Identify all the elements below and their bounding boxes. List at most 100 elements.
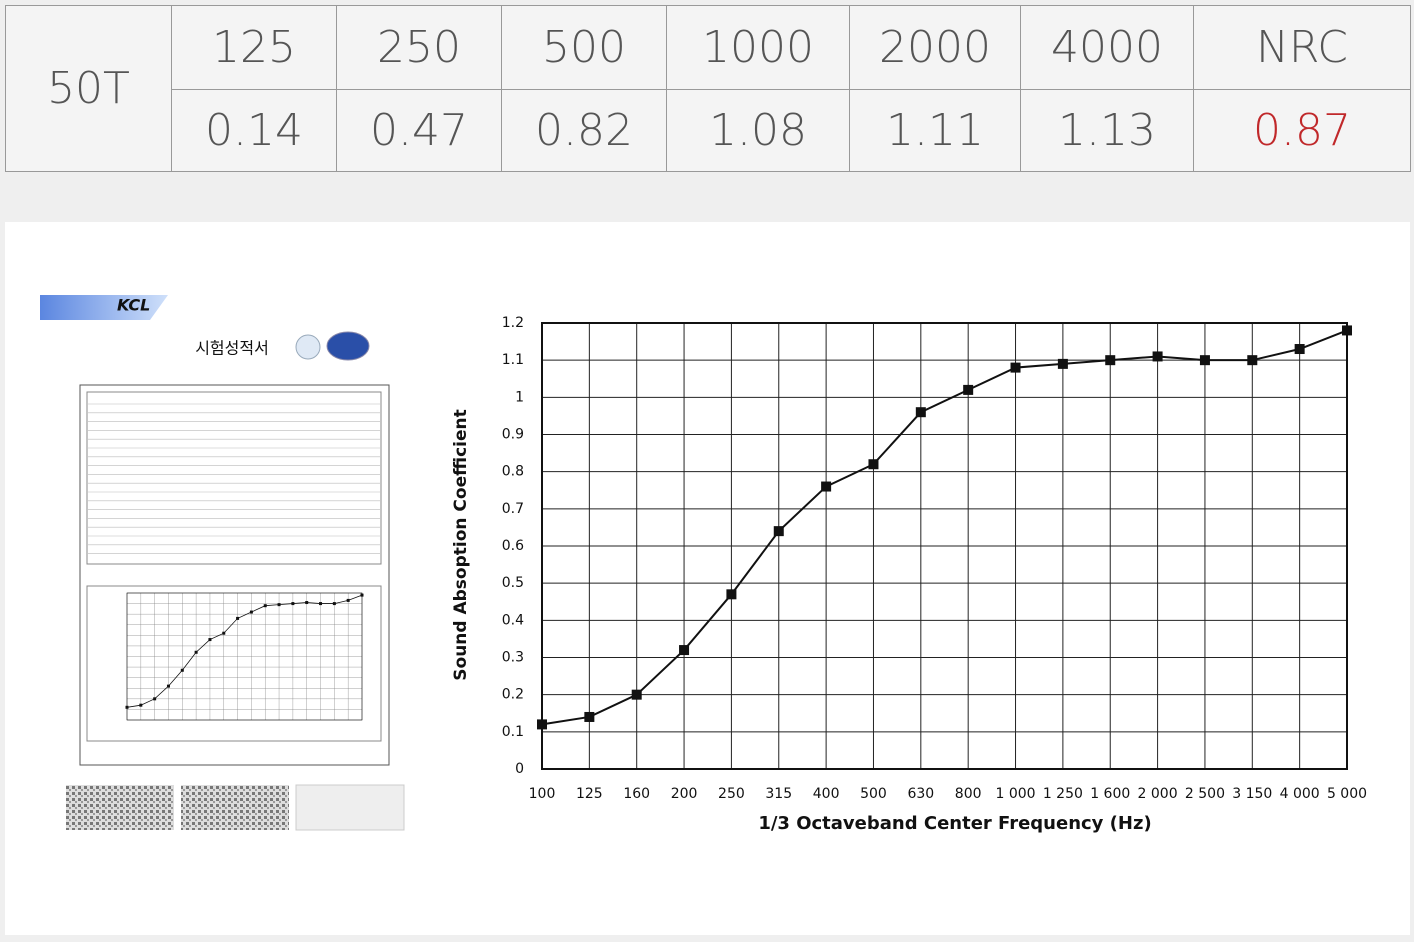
x-tick-label: 2 000 (1138, 786, 1178, 802)
x-tick-label: 2 500 (1185, 786, 1225, 802)
data-point (305, 601, 309, 605)
x-tick-label: 125 (576, 786, 603, 802)
data-point (1294, 344, 1305, 355)
emblem (326, 331, 370, 361)
series-line (126, 594, 363, 708)
data-point (868, 459, 879, 470)
y-axis-label: Sound Absoption Coefficient (451, 409, 471, 680)
data-point (1152, 351, 1163, 362)
data-point (1105, 355, 1116, 366)
x-tick-label: 630 (907, 786, 934, 802)
data-point (263, 604, 267, 608)
frequency-header: 1000 (666, 5, 850, 90)
data-point (726, 589, 737, 600)
frequency-header: 250 (336, 5, 502, 90)
data-point (208, 638, 212, 642)
coefficient-value: 1.11 (849, 89, 1021, 172)
nrc-value: 0.87 (1193, 89, 1411, 172)
x-tick-label: 1 000 (995, 786, 1035, 802)
data-point (1199, 355, 1210, 366)
data-point (915, 407, 926, 418)
data-point (1057, 358, 1068, 369)
data-point (1342, 325, 1352, 336)
x-tick-label: 315 (765, 786, 792, 802)
x-tick-label: 5 000 (1327, 786, 1367, 802)
data-point (1247, 355, 1258, 366)
y-tick-label: 0.9 (502, 427, 524, 443)
spec-table: 50T 125 250 500 1000 2000 4000 NRC 0.14 … (5, 5, 1411, 172)
data-point (773, 526, 784, 537)
frequency-header: 500 (501, 5, 667, 90)
data-point (277, 603, 281, 607)
y-tick-label: 0.4 (502, 612, 524, 628)
coefficient-value: 0.14 (171, 89, 337, 172)
y-tick-label: 0.6 (502, 538, 524, 554)
stamp-image (181, 785, 289, 830)
x-tick-label: 100 (529, 786, 556, 802)
coefficient-value: 0.47 (336, 89, 502, 172)
x-tick-label: 800 (955, 786, 982, 802)
data-point (679, 645, 690, 656)
x-tick-label: 3 150 (1232, 786, 1272, 802)
data-point (180, 668, 184, 672)
data-point (360, 593, 364, 597)
y-tick-label: 0.1 (502, 724, 524, 740)
coefficient-value: 0.82 (501, 89, 667, 172)
document-title: 시험성적서 (195, 339, 269, 358)
series-line (541, 329, 1348, 726)
report-graph-frame (86, 585, 382, 742)
x-tick-label: 1 600 (1090, 786, 1130, 802)
x-tick-label: 1 250 (1043, 786, 1083, 802)
x-tick-label: 200 (671, 786, 698, 802)
data-point (249, 610, 253, 614)
data-point (194, 650, 198, 654)
x-axis-label: 1/3 Octaveband Center Frequency (Hz) (758, 813, 1151, 834)
frequency-header: 2000 (849, 5, 1021, 90)
data-point (584, 711, 595, 722)
data-point (346, 598, 350, 602)
data-point (963, 384, 974, 395)
plot-frame (541, 322, 1348, 770)
logo: KCL (117, 296, 150, 315)
product-label: 50T (5, 5, 172, 172)
data-point (153, 697, 157, 701)
data-point (291, 602, 295, 606)
data-point (1010, 362, 1021, 373)
data-point (166, 684, 170, 688)
report-table (86, 391, 382, 565)
nrc-header: NRC (1193, 5, 1411, 90)
coefficient-value: 1.13 (1020, 89, 1194, 172)
data-point (319, 602, 323, 606)
data-point (125, 705, 129, 709)
x-tick-label: 250 (718, 786, 745, 802)
plot-frame (126, 592, 363, 721)
data-point (631, 689, 642, 700)
data-point (821, 481, 832, 492)
emblem (295, 334, 321, 360)
logo-band (40, 295, 168, 320)
x-tick-label: 500 (860, 786, 887, 802)
data-point (537, 719, 547, 730)
coefficient-value: 1.08 (666, 89, 850, 172)
data-point (236, 616, 240, 620)
stamp-image (66, 785, 174, 830)
y-tick-label: 0.5 (502, 575, 524, 591)
data-point (332, 602, 336, 606)
y-tick-label: 0 (515, 761, 524, 777)
report-frame (79, 384, 390, 766)
data-point (139, 703, 143, 707)
y-tick-label: 0.8 (502, 464, 524, 480)
y-tick-label: 1.1 (502, 352, 524, 368)
y-tick-label: 0.3 (502, 650, 524, 666)
stamp-image (295, 784, 405, 831)
y-tick-label: 0.2 (502, 687, 524, 703)
y-tick-label: 0.7 (502, 501, 524, 517)
y-tick-label: 1.2 (502, 315, 524, 331)
frequency-header: 4000 (1020, 5, 1194, 90)
y-tick-label: 1 (515, 389, 524, 405)
x-tick-label: 4 000 (1280, 786, 1320, 802)
x-tick-label: 400 (813, 786, 840, 802)
data-point (222, 631, 226, 635)
